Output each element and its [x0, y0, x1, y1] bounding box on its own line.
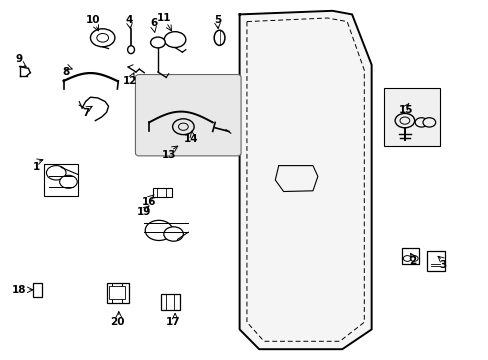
Ellipse shape [214, 30, 224, 45]
Text: 3: 3 [438, 260, 445, 270]
Circle shape [172, 119, 194, 135]
Text: 7: 7 [81, 108, 89, 118]
Text: 17: 17 [166, 317, 181, 327]
Text: 20: 20 [110, 317, 124, 327]
Circle shape [403, 256, 410, 261]
Bar [33, 283, 42, 297]
Text: 2: 2 [409, 256, 416, 266]
Polygon shape [239, 11, 371, 349]
Text: 9: 9 [16, 54, 23, 64]
Text: 18: 18 [12, 285, 27, 295]
Circle shape [90, 29, 115, 47]
Text: 14: 14 [183, 134, 198, 144]
Text: 19: 19 [137, 207, 151, 217]
Text: 16: 16 [142, 197, 156, 207]
Ellipse shape [127, 46, 134, 54]
Text: 13: 13 [161, 150, 176, 160]
Bar [401, 248, 418, 264]
Circle shape [60, 175, 77, 188]
Text: 12: 12 [122, 76, 137, 86]
Bar [106, 283, 128, 303]
Text: 10: 10 [85, 15, 100, 25]
Circle shape [97, 33, 108, 42]
Text: 5: 5 [214, 15, 221, 25]
Text: 1: 1 [33, 162, 40, 172]
Circle shape [46, 166, 66, 180]
Text: 8: 8 [62, 67, 69, 77]
Circle shape [409, 256, 417, 261]
Text: 11: 11 [156, 13, 171, 23]
Circle shape [414, 118, 427, 127]
Circle shape [394, 113, 414, 128]
Circle shape [178, 123, 188, 130]
Bar [427, 251, 444, 271]
Bar [383, 88, 439, 146]
FancyBboxPatch shape [135, 75, 241, 156]
Bar [108, 286, 125, 299]
Bar [161, 294, 180, 310]
Circle shape [399, 117, 409, 124]
Text: 6: 6 [150, 18, 157, 28]
Circle shape [164, 32, 185, 48]
Circle shape [150, 37, 165, 48]
Circle shape [145, 220, 172, 240]
Circle shape [422, 118, 435, 127]
Text: 15: 15 [398, 105, 412, 115]
Text: 4: 4 [125, 15, 133, 25]
Circle shape [163, 227, 183, 241]
Bar [152, 188, 172, 197]
